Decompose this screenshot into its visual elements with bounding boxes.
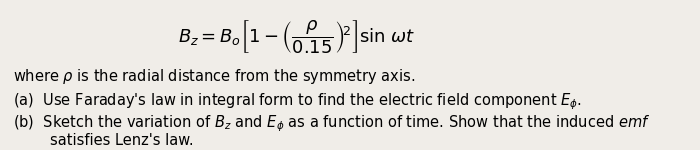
Text: satisfies Lenz's law.: satisfies Lenz's law. — [13, 133, 194, 148]
Text: (b)  Sketch the variation of $B_z$ and $E_\phi$ as a function of time. Show that: (b) Sketch the variation of $B_z$ and $E… — [13, 114, 650, 134]
Text: $B_z = B_o\left[1 - \left(\dfrac{\rho}{0.15}\right)^{\!2}\right] \sin\, \omega t: $B_z = B_o\left[1 - \left(\dfrac{\rho}{0… — [178, 18, 416, 55]
Text: where $\rho$ is the radial distance from the symmetry axis.: where $\rho$ is the radial distance from… — [13, 67, 416, 86]
Text: (a)  Use Faraday's law in integral form to find the electric field component $E_: (a) Use Faraday's law in integral form t… — [13, 92, 582, 112]
